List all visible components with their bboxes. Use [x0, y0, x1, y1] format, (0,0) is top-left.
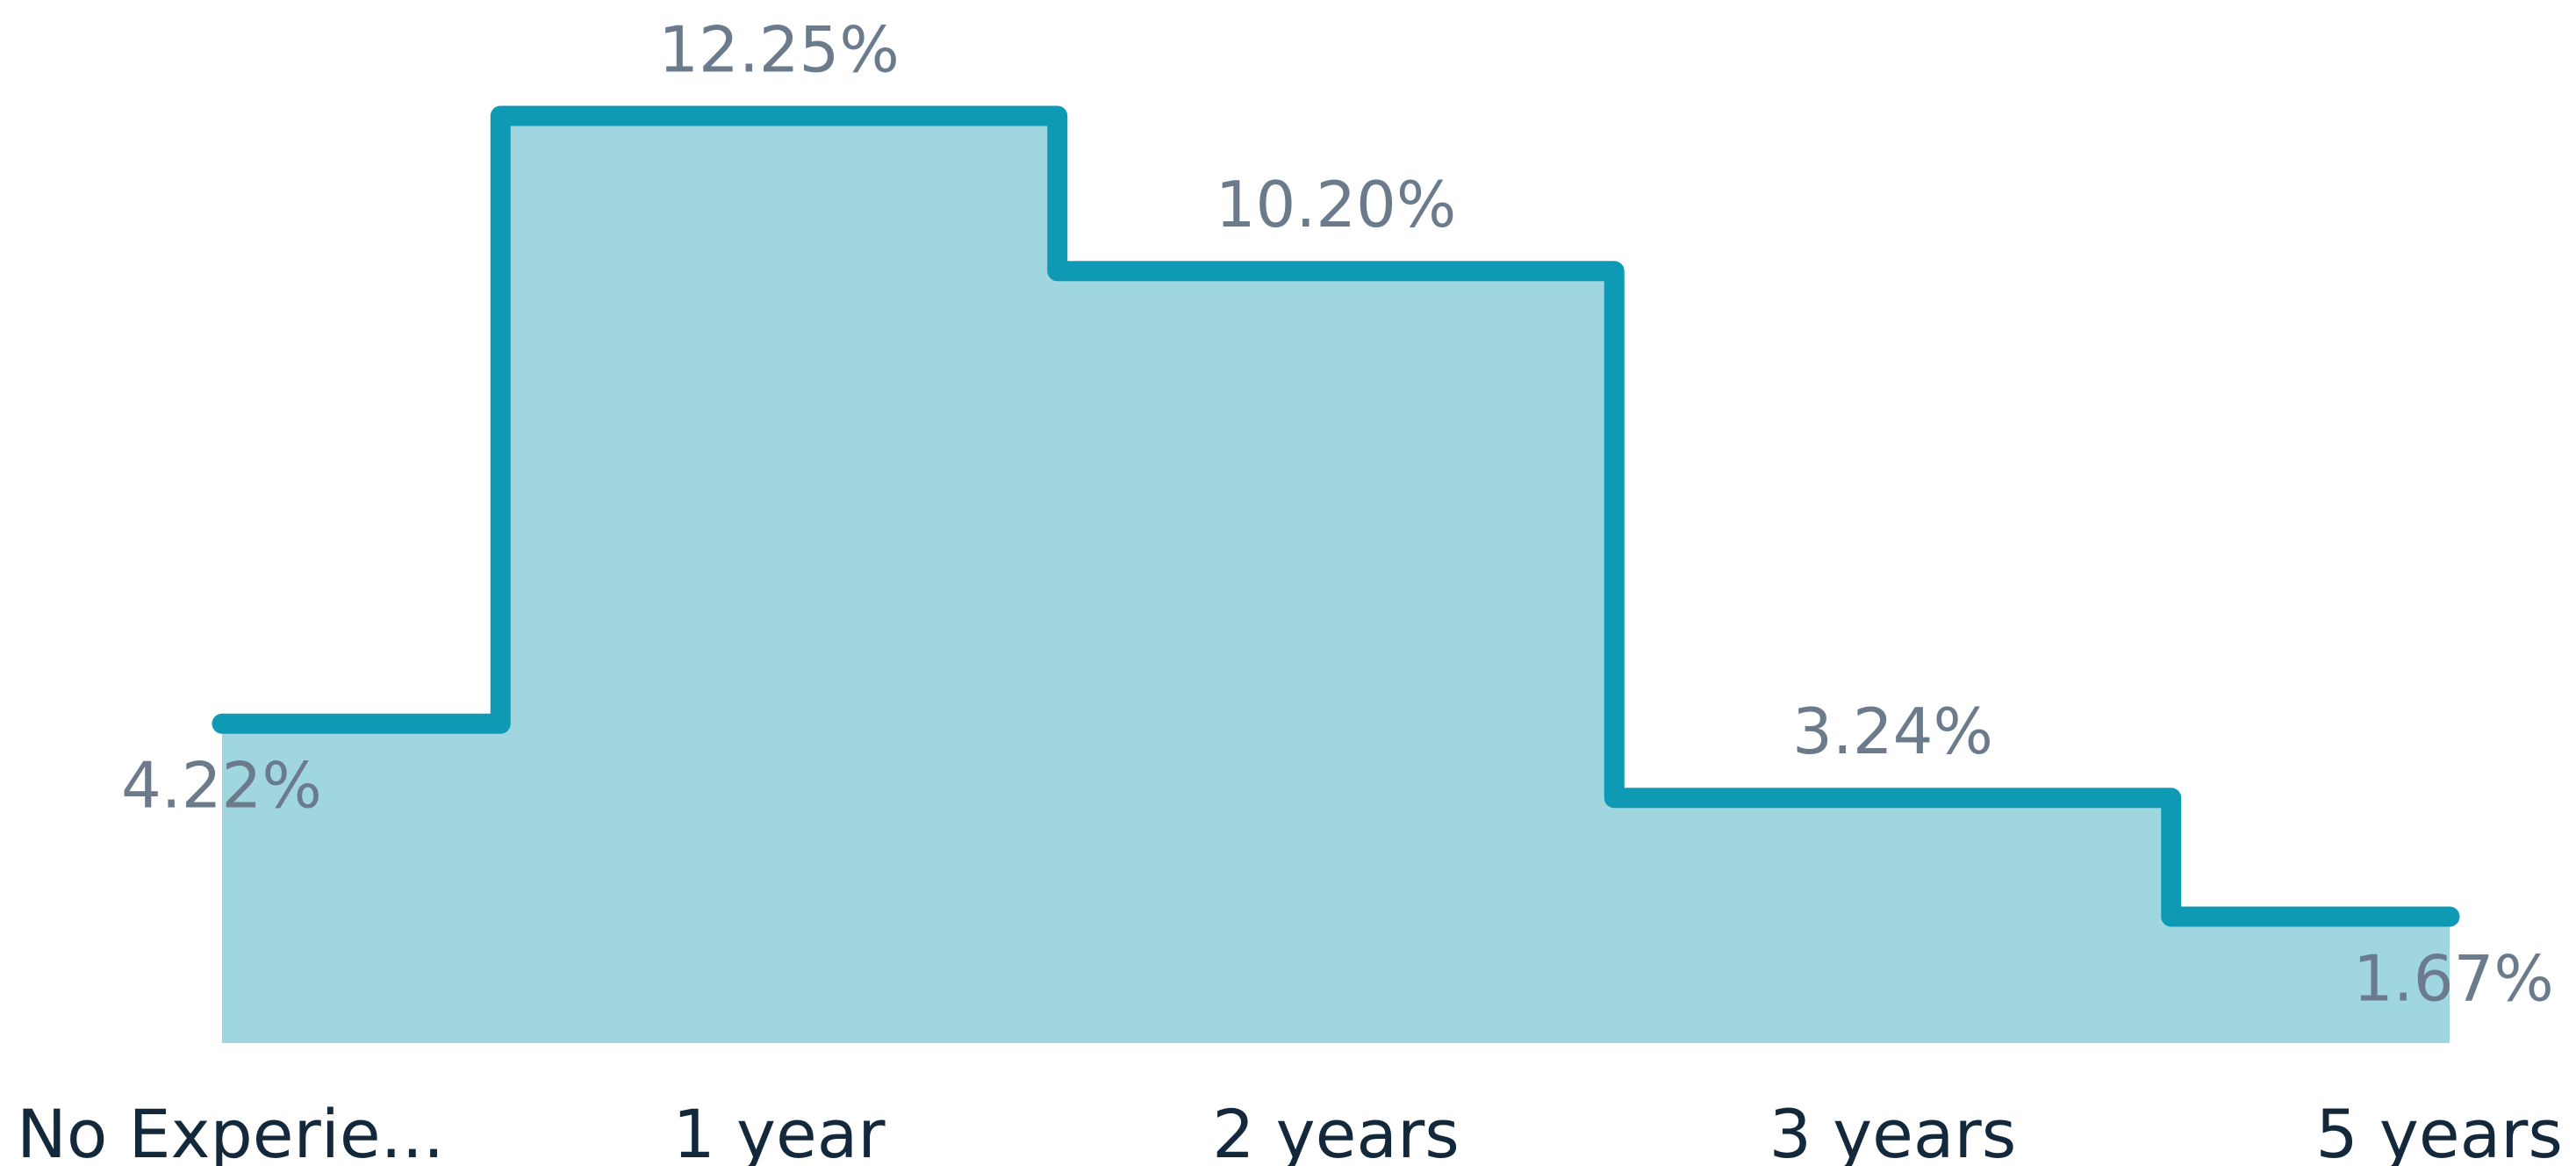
value-label: 4.22% — [121, 749, 322, 823]
value-label: 10.20% — [1216, 168, 1457, 241]
x-tick-label: 5 years — [2315, 1095, 2563, 1166]
x-tick-label: 3 years — [1769, 1095, 2017, 1166]
x-tick-label: 1 year — [672, 1095, 886, 1166]
x-tick-label: No Experie... — [17, 1095, 444, 1166]
x-tick-label: 2 years — [1212, 1095, 1460, 1166]
value-label: 3.24% — [1792, 695, 1993, 768]
value-label: 12.25% — [658, 13, 900, 87]
line — [212, 105, 2460, 927]
area — [222, 116, 2450, 1043]
value-label: 1.67% — [2353, 942, 2554, 1016]
